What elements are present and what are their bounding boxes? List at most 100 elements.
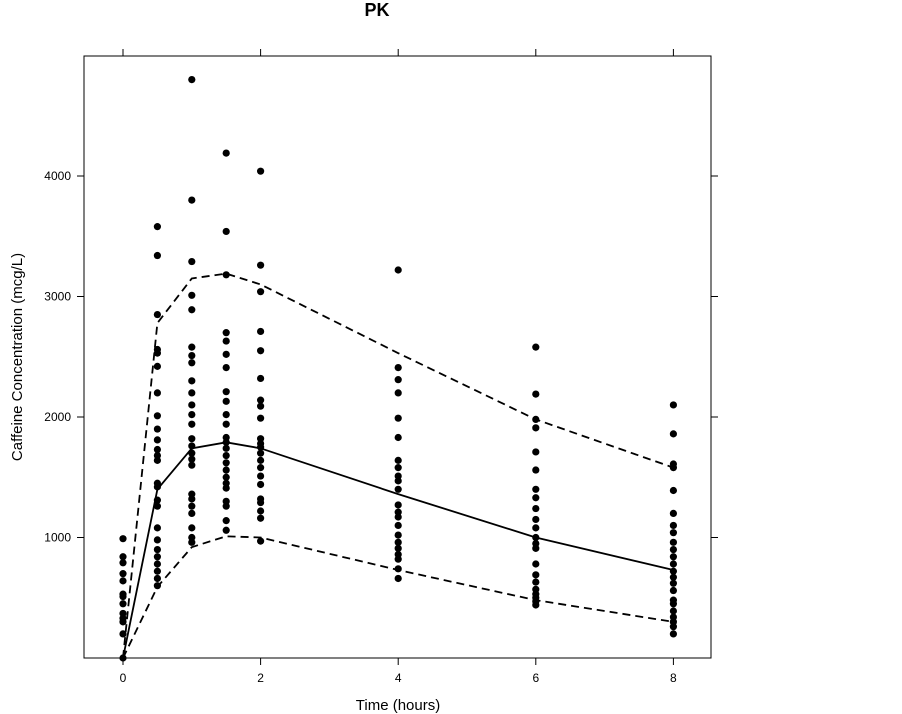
data-point: [119, 630, 127, 638]
data-point: [153, 389, 161, 397]
data-point: [153, 553, 161, 561]
data-point: [188, 442, 196, 450]
data-point: [669, 545, 678, 554]
data-point: [119, 570, 127, 578]
data-point: [153, 496, 161, 504]
data-point: [532, 424, 540, 432]
data-point: [532, 571, 540, 579]
y-tick-label: 2000: [44, 410, 71, 424]
data-point: [669, 630, 678, 638]
data-point: [153, 560, 161, 568]
x-tick-label: 2: [257, 671, 264, 685]
data-point: [669, 553, 678, 561]
data-point: [188, 490, 196, 498]
data-point: [188, 533, 196, 542]
data-point: [394, 456, 402, 464]
data-point: [188, 351, 196, 360]
data-point: [222, 433, 230, 442]
data-point: [119, 535, 127, 543]
data-point: [669, 430, 678, 438]
data-point: [222, 397, 230, 405]
data-point: [394, 389, 402, 397]
data-point: [257, 347, 265, 355]
data-point: [257, 472, 265, 480]
data-point: [532, 466, 540, 474]
data-point: [394, 363, 402, 372]
data-point: [257, 261, 265, 269]
data-point: [222, 271, 230, 279]
data-point: [257, 327, 265, 336]
data-point: [119, 609, 127, 618]
data-point: [119, 654, 127, 662]
data-point: [188, 502, 196, 510]
data-point: [257, 507, 265, 515]
data-point: [153, 412, 161, 420]
data-point: [257, 374, 265, 383]
data-point: [394, 485, 402, 493]
data-point: [188, 76, 196, 84]
data-point: [222, 459, 230, 467]
data-point: [153, 502, 161, 510]
data-point: [669, 529, 678, 537]
data-point: [153, 479, 161, 487]
data-point: [257, 456, 265, 464]
data-point: [394, 538, 402, 546]
data-point: [394, 544, 402, 552]
data-point: [669, 573, 678, 581]
data-point: [394, 414, 402, 422]
data-point: [119, 553, 127, 561]
data-point: [153, 362, 161, 370]
data-point: [394, 472, 402, 480]
data-point: [394, 521, 402, 530]
data-point: [153, 436, 161, 444]
data-point: [394, 531, 402, 539]
data-point: [669, 521, 678, 530]
data-point: [222, 479, 230, 487]
data-point: [188, 524, 196, 532]
y-tick-label: 4000: [44, 169, 71, 183]
data-point: [222, 497, 230, 505]
data-point: [257, 414, 265, 422]
data-point: [153, 545, 161, 554]
data-point: [257, 495, 265, 503]
data-point: [188, 306, 196, 314]
data-point: [532, 585, 540, 593]
data-point: [153, 574, 161, 583]
data-point: [188, 435, 196, 443]
data-point: [222, 410, 230, 419]
y-tick-label: 3000: [44, 290, 71, 304]
data-point: [153, 567, 161, 575]
data-point: [222, 517, 230, 525]
y-tick-label: 1000: [44, 531, 71, 545]
data-point: [222, 329, 230, 337]
data-point: [119, 577, 127, 585]
data-point: [394, 550, 402, 558]
data-point: [394, 501, 402, 509]
data-point: [188, 455, 196, 463]
x-tick-label: 8: [670, 671, 677, 685]
data-point: [669, 567, 678, 575]
x-tick-label: 4: [395, 671, 402, 685]
data-point: [153, 310, 161, 319]
data-point: [669, 401, 678, 409]
data-point: [188, 410, 196, 419]
data-point: [257, 449, 265, 457]
data-point: [257, 402, 265, 410]
data-point: [532, 504, 540, 513]
data-point: [257, 464, 265, 472]
data-point: [222, 337, 230, 345]
data-point: [153, 251, 161, 260]
data-point: [532, 448, 540, 456]
data-point: [257, 396, 265, 404]
data-point: [532, 485, 540, 493]
data-point: [188, 359, 196, 367]
data-point: [222, 227, 230, 236]
data-point: [669, 538, 678, 546]
data-point: [532, 560, 540, 568]
data-point: [119, 559, 127, 567]
data-point: [188, 377, 196, 385]
x-tick-label: 0: [120, 671, 127, 685]
data-point: [188, 449, 196, 457]
plot-area-frame: [83, 55, 712, 659]
